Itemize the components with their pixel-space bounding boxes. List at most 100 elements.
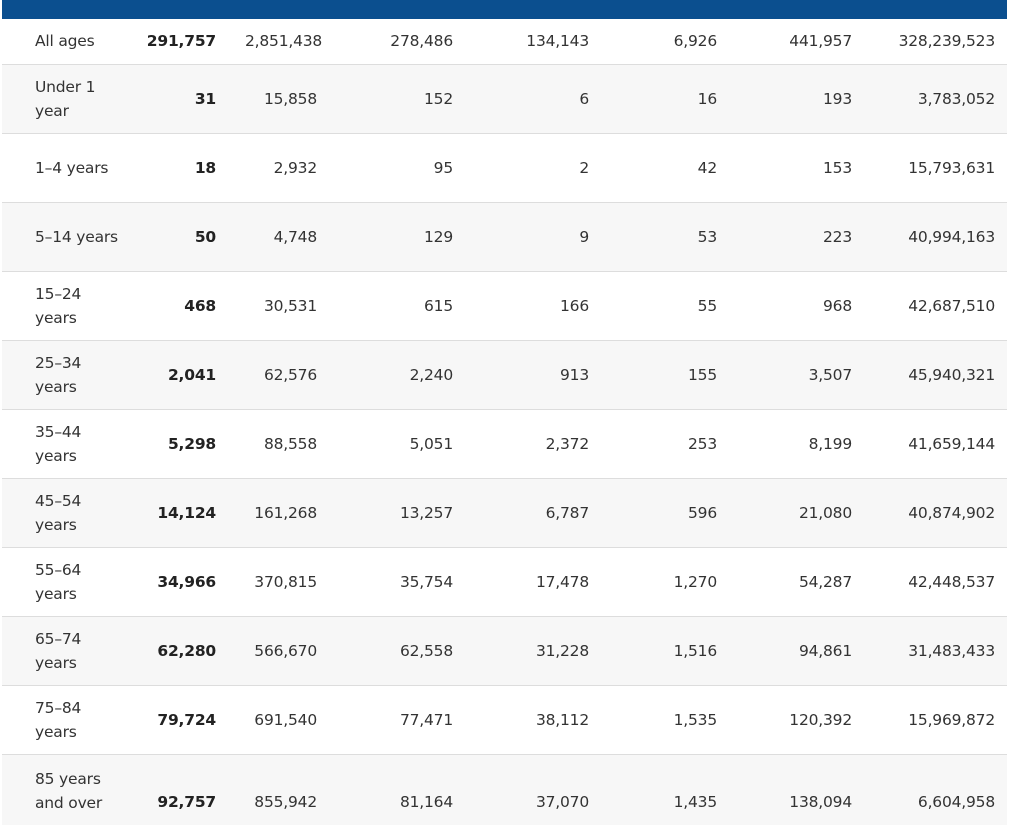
cell-value: 15,793,631 [908, 158, 995, 177]
cell-value: 596 [688, 503, 717, 522]
row-label: All ages [35, 32, 95, 51]
cell-value: 31,483,433 [908, 641, 995, 660]
cell-value: 253 [688, 434, 717, 453]
cell-value: 5,298 [167, 434, 216, 453]
cell-value: 31,228 [535, 641, 589, 660]
cell-value: 41,659,144 [908, 434, 995, 453]
cell-value: 16 [697, 89, 718, 108]
cell-value: 278,486 [390, 32, 453, 51]
cell-value: 62,576 [263, 365, 317, 384]
row-label: Under 1 year [35, 77, 96, 120]
cell-value: 968 [823, 296, 852, 315]
cell-value: 15,858 [263, 89, 317, 108]
row-label: 15–24 years [35, 284, 82, 327]
cell-value: 2,041 [167, 365, 216, 384]
cell-value: 1,435 [673, 793, 718, 812]
cell-value: 129 [424, 227, 453, 246]
table-row: 75–84 years 79,724 691,540 77,471 38,112… [2, 685, 1007, 754]
age-group-table: All ages 291,757 2,851,438 278,486 134,1… [2, 19, 1007, 825]
cell-value: 95 [433, 158, 454, 177]
cell-value: 153 [823, 158, 852, 177]
table-row: Under 1 year 31 15,858 152 6 16 193 3,78… [2, 64, 1007, 133]
cell-value: 6,604,958 [917, 793, 995, 812]
cell-value: 1,535 [673, 710, 718, 729]
cell-value: 81,164 [399, 793, 453, 812]
cell-value: 18 [194, 158, 216, 177]
cell-value: 2,851,438 [245, 32, 323, 51]
cell-value: 9 [579, 227, 589, 246]
cell-value: 38,112 [535, 710, 589, 729]
cell-value: 45,940,321 [908, 365, 995, 384]
cell-value: 193 [823, 89, 852, 108]
cell-value: 94,861 [798, 641, 852, 660]
cell-value: 166 [560, 296, 589, 315]
cell-value: 223 [823, 227, 852, 246]
cell-value: 2 [579, 158, 589, 177]
cell-value: 161,268 [254, 503, 317, 522]
cell-value: 3,783,052 [917, 89, 995, 108]
cell-value: 2,932 [273, 158, 318, 177]
table-row: 65–74 years 62,280 566,670 62,558 31,228… [2, 616, 1007, 685]
row-label: 25–34 years [35, 353, 82, 396]
cell-value: 79,724 [157, 710, 216, 729]
row-label: 1–4 years [35, 158, 109, 177]
cell-value: 17,478 [535, 572, 589, 591]
cell-value: 855,942 [254, 793, 317, 812]
cell-value: 2,372 [545, 434, 590, 453]
cell-value: 62,558 [399, 641, 453, 660]
table-row: 45–54 years 14,124 161,268 13,257 6,787 … [2, 478, 1007, 547]
cell-value: 138,094 [789, 793, 852, 812]
table-row: 25–34 years 2,041 62,576 2,240 913 155 3… [2, 340, 1007, 409]
cell-value: 913 [560, 365, 589, 384]
cell-value: 40,994,163 [908, 227, 995, 246]
cell-value: 21,080 [798, 503, 852, 522]
cell-value: 370,815 [254, 572, 317, 591]
row-label: 85 years and over [35, 769, 103, 812]
table-row: All ages 291,757 2,851,438 278,486 134,1… [2, 19, 1007, 64]
row-label: 75–84 years [35, 698, 82, 741]
table-body: All ages 291,757 2,851,438 278,486 134,1… [2, 19, 1007, 825]
cell-value: 13,257 [399, 503, 453, 522]
cell-value: 15,969,872 [908, 710, 995, 729]
cell-value: 42,687,510 [908, 296, 995, 315]
cell-value: 5,051 [409, 434, 454, 453]
cell-value: 31 [194, 89, 216, 108]
table-row: 55–64 years 34,966 370,815 35,754 17,478… [2, 547, 1007, 616]
cell-value: 30,531 [263, 296, 317, 315]
cell-value: 62,280 [157, 641, 216, 660]
row-label: 65–74 years [35, 629, 82, 672]
cell-value: 441,957 [789, 32, 852, 51]
cell-value: 155 [688, 365, 717, 384]
cell-value: 615 [424, 296, 453, 315]
cell-value: 6,787 [545, 503, 590, 522]
cell-value: 8,199 [808, 434, 853, 453]
cell-value: 134,143 [526, 32, 589, 51]
cell-value: 42 [697, 158, 718, 177]
cell-value: 40,874,902 [908, 503, 995, 522]
cell-value: 4,748 [273, 227, 318, 246]
cell-value: 1,270 [673, 572, 718, 591]
cell-value: 468 [184, 296, 216, 315]
cell-value: 77,471 [399, 710, 453, 729]
cell-value: 55 [697, 296, 718, 315]
cell-value: 50 [194, 227, 216, 246]
cell-value: 328,239,523 [898, 32, 996, 51]
cell-value: 53 [697, 227, 718, 246]
cell-value: 6,926 [673, 32, 718, 51]
cell-value: 34,966 [157, 572, 216, 591]
row-label: 35–44 years [35, 422, 82, 465]
cell-value: 691,540 [254, 710, 317, 729]
table-row: 5–14 years 50 4,748 129 9 53 223 40,994,… [2, 202, 1007, 271]
table-header-bar [2, 0, 1007, 19]
cell-value: 92,757 [157, 793, 216, 812]
cell-value: 291,757 [146, 32, 216, 51]
cell-value: 6 [579, 89, 589, 108]
cell-value: 2,240 [409, 365, 454, 384]
cell-value: 35,754 [399, 572, 453, 591]
row-label: 55–64 years [35, 560, 82, 603]
cell-value: 88,558 [263, 434, 317, 453]
cell-value: 54,287 [798, 572, 852, 591]
table-row: 15–24 years 468 30,531 615 166 55 968 42… [2, 271, 1007, 340]
table-row: 1–4 years 18 2,932 95 2 42 153 15,793,63… [2, 133, 1007, 202]
